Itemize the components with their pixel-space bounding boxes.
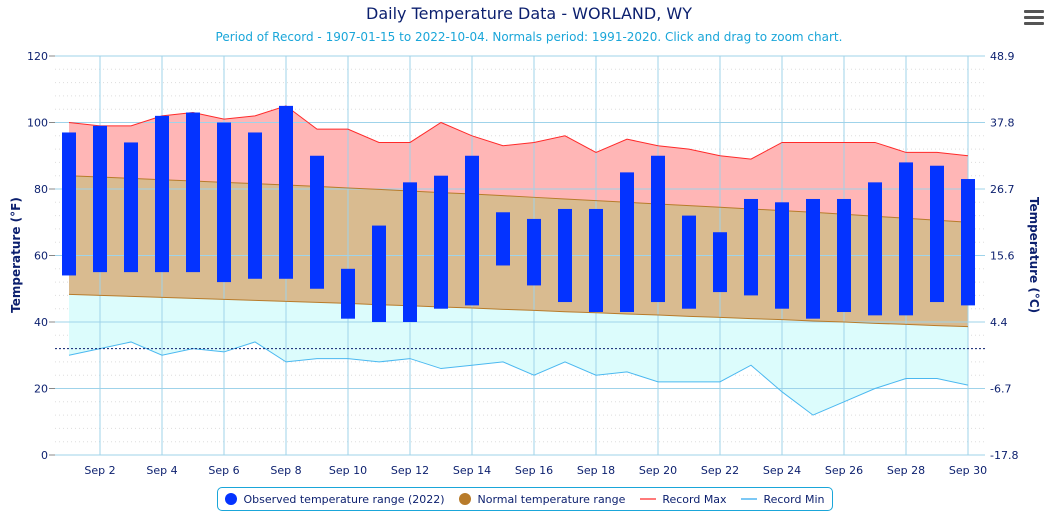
- normal-range-area: [69, 175, 968, 327]
- y-tick-label: 0: [41, 449, 48, 462]
- x-tick-label: Sep 18: [577, 464, 615, 477]
- legend-label: Record Max: [662, 492, 727, 506]
- observed-bar: [248, 132, 262, 279]
- record-min-line: [68, 341, 969, 416]
- record-min-area: [69, 294, 968, 416]
- x-tick-label: Sep 14: [453, 464, 491, 477]
- y2-tick-label: -6.7: [990, 383, 1011, 396]
- observed-bar: [775, 202, 789, 309]
- y2-tick-label: -17.8: [990, 449, 1018, 462]
- record-min-line-icon: [741, 498, 758, 500]
- y2-tick-label: 15.6: [990, 250, 1015, 263]
- y-tick-label: 80: [34, 183, 48, 196]
- legend-record-max[interactable]: Record Max: [640, 492, 727, 506]
- y-tick-label: 40: [34, 316, 48, 329]
- x-tick-label: Sep 22: [701, 464, 739, 477]
- y-tick-label: 100: [27, 117, 48, 130]
- x-tick-label: Sep 10: [329, 464, 367, 477]
- observed-bar: [744, 198, 758, 296]
- legend-normal[interactable]: Normal temperature range: [459, 493, 625, 506]
- x-tick-label: Sep 20: [639, 464, 677, 477]
- x-tick-label: Sep 16: [515, 464, 553, 477]
- x-tick-label: Sep 8: [270, 464, 301, 477]
- legend-label: Observed temperature range (2022): [243, 492, 445, 506]
- y-axis-title: Temperature (°F): [9, 197, 23, 313]
- observed-bar: [62, 132, 76, 276]
- record-max-line: [68, 105, 969, 160]
- observed-bar: [403, 182, 417, 322]
- plot-area[interactable]: 0 20 40 60 80 100 120 -17.8 -6.7 4.4 15.6 26.7 37.8 4…: [0, 0, 1058, 480]
- legend-label: Normal temperature range: [477, 492, 626, 506]
- observed-bar: [806, 198, 820, 319]
- legend-observed[interactable]: Observed temperature range (2022): [225, 492, 445, 506]
- y-tick-label: 120: [27, 50, 48, 63]
- hamburger-menu-icon[interactable]: [1024, 10, 1044, 28]
- observed-bar: [620, 172, 634, 313]
- observed-bar: [372, 225, 386, 322]
- chart-title: Daily Temperature Data - WORLAND, WY: [366, 4, 692, 23]
- normal-dot-icon: [459, 493, 472, 505]
- observed-bar: [899, 162, 913, 316]
- record-max-line-icon: [640, 498, 657, 500]
- observed-bar: [465, 155, 479, 306]
- observed-bar: [124, 142, 138, 273]
- y2-tick-label: 37.8: [990, 117, 1015, 130]
- legend-label: Record Min: [763, 492, 825, 506]
- observed-bar: [651, 155, 665, 303]
- y2-tick-label: 4.4: [990, 316, 1008, 329]
- x-tick-label: Sep 2: [84, 464, 115, 477]
- x-tick-label: Sep 30: [949, 464, 987, 477]
- observed-bar: [930, 165, 944, 303]
- observed-bar: [217, 122, 231, 283]
- y2-tick-label: 26.7: [990, 183, 1015, 196]
- x-tick-label: Sep 24: [763, 464, 801, 477]
- observed-bar: [155, 115, 169, 273]
- x-tick-label: Sep 12: [391, 464, 429, 477]
- observed-bar: [961, 179, 975, 306]
- observed-dot-icon: [225, 493, 238, 505]
- observed-bar: [93, 125, 107, 273]
- x-tick-label: Sep 4: [146, 464, 177, 477]
- observed-bar: [713, 232, 727, 293]
- x-tick-label: Sep 26: [825, 464, 863, 477]
- normal-low-line: [68, 293, 969, 328]
- observed-bar: [310, 155, 324, 289]
- chart-subtitle: Period of Record - 1907-01-15 to 2022-10…: [215, 30, 843, 44]
- y2-axis-title: Temperature (°C): [1027, 197, 1041, 313]
- x-tick-label: Sep 28: [887, 464, 925, 477]
- legend-record-min[interactable]: Record Min: [741, 492, 825, 506]
- y-tick-label: 60: [34, 250, 48, 263]
- observed-bar: [868, 182, 882, 316]
- observed-bar: [496, 212, 510, 266]
- record-max-area: [69, 105, 968, 223]
- observed-bar: [837, 198, 851, 313]
- observed-bar: [279, 105, 293, 279]
- observed-bar: [341, 268, 355, 319]
- observed-bar: [186, 112, 200, 273]
- observed-bar: [434, 175, 448, 309]
- observed-bar: [589, 208, 603, 313]
- observed-bar: [527, 218, 541, 286]
- x-tick-label: Sep 6: [208, 464, 239, 477]
- y-tick-label: 20: [34, 383, 48, 396]
- observed-bar: [682, 215, 696, 309]
- y2-tick-label: 48.9: [990, 50, 1015, 63]
- observed-bar: [558, 208, 572, 303]
- legend: Observed temperature range (2022) Normal…: [217, 487, 833, 511]
